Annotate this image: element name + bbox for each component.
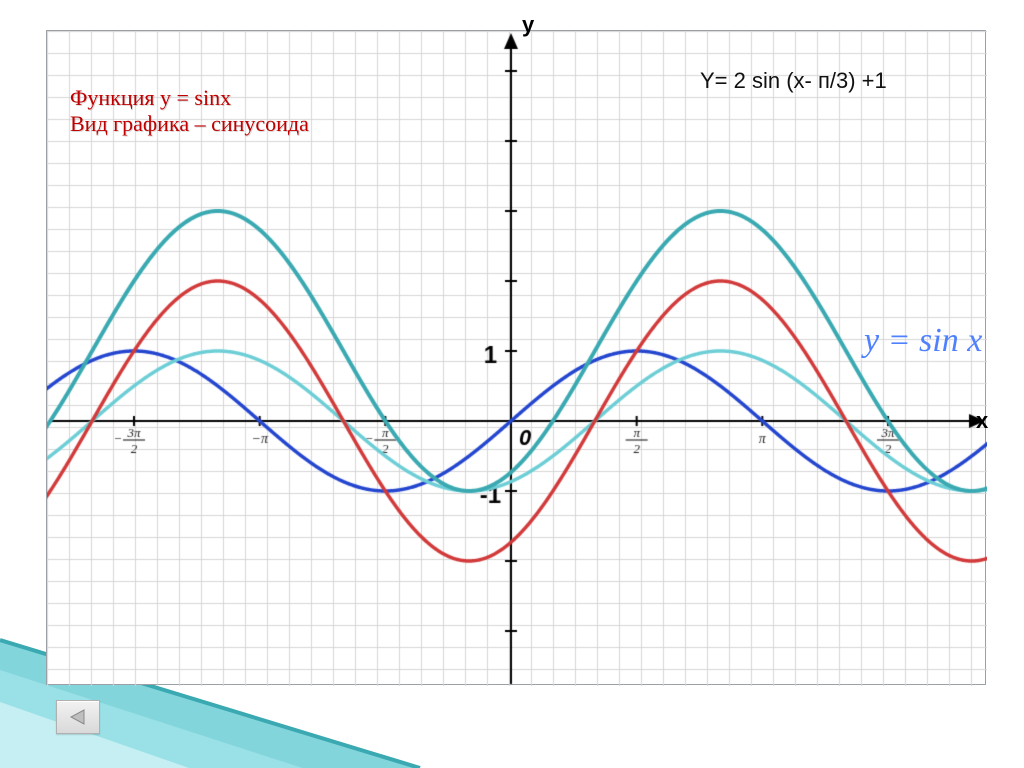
axis-label-x: x — [976, 408, 988, 434]
title-line-1: Функция y = sinx — [70, 85, 309, 111]
formula-label: Y= 2 sin (x- п/3) +1 — [700, 68, 887, 94]
axis-label-y: y — [522, 12, 534, 38]
title-line-2: Вид графика – синусоида — [70, 111, 309, 137]
triangle-left-icon — [68, 708, 88, 726]
slide-stage: y x Функция y = sinx Вид графика – синус… — [0, 0, 1024, 768]
nav-back-button[interactable] — [56, 700, 100, 734]
chart-title: Функция y = sinx Вид графика – синусоида — [70, 85, 309, 138]
